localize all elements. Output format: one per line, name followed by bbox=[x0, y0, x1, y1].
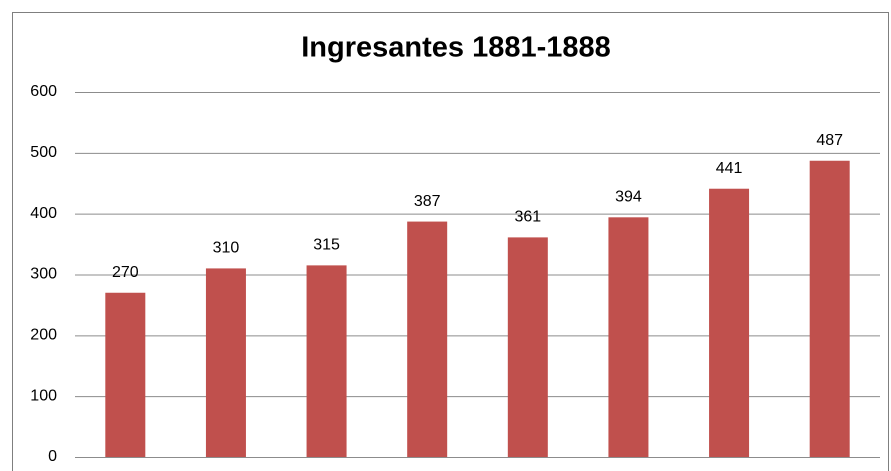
y-tick-label: 500 bbox=[30, 144, 57, 161]
bar bbox=[407, 221, 448, 457]
chart-title: Ingresantes 1881-1888 bbox=[301, 32, 611, 64]
data-label: 361 bbox=[514, 209, 541, 226]
data-label: 387 bbox=[414, 193, 441, 210]
y-tick-label: 200 bbox=[30, 327, 57, 344]
bar bbox=[809, 160, 850, 457]
bar bbox=[306, 265, 347, 457]
y-tick-label: 0 bbox=[48, 448, 57, 465]
data-label: 394 bbox=[615, 189, 642, 206]
y-tick-label: 300 bbox=[30, 266, 57, 283]
data-label: 315 bbox=[313, 237, 340, 254]
data-label: 487 bbox=[816, 132, 843, 149]
y-tick-label: 400 bbox=[30, 205, 57, 222]
bar bbox=[608, 217, 649, 457]
bar bbox=[709, 188, 750, 457]
y-tick-label: 100 bbox=[30, 387, 57, 404]
bar bbox=[105, 292, 146, 457]
y-tick-label: 600 bbox=[30, 83, 57, 100]
data-label: 441 bbox=[716, 160, 743, 177]
data-label: 310 bbox=[213, 240, 240, 257]
bar bbox=[205, 268, 246, 457]
bar bbox=[507, 237, 548, 457]
data-label: 270 bbox=[112, 264, 139, 281]
